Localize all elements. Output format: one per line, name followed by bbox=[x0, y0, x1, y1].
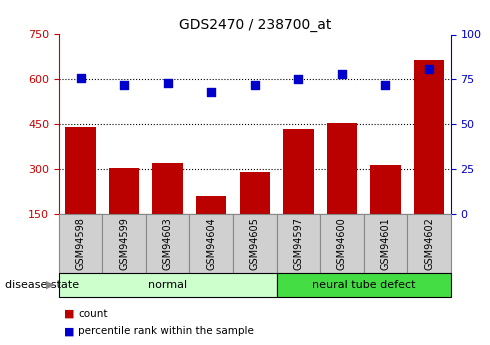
Point bbox=[207, 89, 215, 95]
Bar bbox=[414, 60, 444, 214]
Point bbox=[294, 77, 302, 82]
Bar bbox=[109, 168, 139, 214]
FancyBboxPatch shape bbox=[320, 214, 364, 273]
Text: ▶: ▶ bbox=[46, 280, 54, 289]
Text: ■: ■ bbox=[64, 309, 74, 319]
Point bbox=[382, 82, 390, 88]
FancyBboxPatch shape bbox=[59, 273, 276, 297]
Text: count: count bbox=[78, 309, 108, 319]
Text: ■: ■ bbox=[64, 326, 74, 336]
Text: neural tube defect: neural tube defect bbox=[312, 280, 416, 289]
Text: GSM94599: GSM94599 bbox=[119, 217, 129, 270]
Bar bbox=[152, 163, 183, 214]
Point bbox=[251, 82, 259, 88]
Bar bbox=[370, 165, 401, 214]
Text: percentile rank within the sample: percentile rank within the sample bbox=[78, 326, 254, 336]
Text: GSM94601: GSM94601 bbox=[380, 217, 391, 269]
FancyBboxPatch shape bbox=[102, 214, 146, 273]
Text: GSM94598: GSM94598 bbox=[75, 217, 86, 270]
Bar bbox=[196, 196, 226, 214]
FancyBboxPatch shape bbox=[407, 214, 451, 273]
Bar bbox=[327, 123, 357, 214]
Point bbox=[76, 75, 84, 80]
FancyBboxPatch shape bbox=[276, 273, 451, 297]
FancyBboxPatch shape bbox=[233, 214, 276, 273]
Text: GSM94602: GSM94602 bbox=[424, 217, 434, 270]
Text: GSM94605: GSM94605 bbox=[250, 217, 260, 270]
Bar bbox=[240, 172, 270, 214]
Point bbox=[164, 80, 171, 86]
Text: normal: normal bbox=[148, 280, 187, 289]
Bar bbox=[283, 129, 314, 214]
FancyBboxPatch shape bbox=[59, 214, 102, 273]
Title: GDS2470 / 238700_at: GDS2470 / 238700_at bbox=[179, 18, 331, 32]
Point bbox=[338, 71, 346, 77]
Point bbox=[120, 82, 128, 88]
Point bbox=[425, 66, 433, 71]
FancyBboxPatch shape bbox=[146, 214, 190, 273]
Text: GSM94597: GSM94597 bbox=[294, 217, 303, 270]
FancyBboxPatch shape bbox=[276, 214, 320, 273]
Text: disease state: disease state bbox=[5, 280, 79, 289]
FancyBboxPatch shape bbox=[190, 214, 233, 273]
Text: GSM94600: GSM94600 bbox=[337, 217, 347, 269]
Bar bbox=[65, 127, 96, 214]
FancyBboxPatch shape bbox=[364, 214, 407, 273]
Text: GSM94603: GSM94603 bbox=[163, 217, 172, 269]
Text: GSM94604: GSM94604 bbox=[206, 217, 216, 269]
